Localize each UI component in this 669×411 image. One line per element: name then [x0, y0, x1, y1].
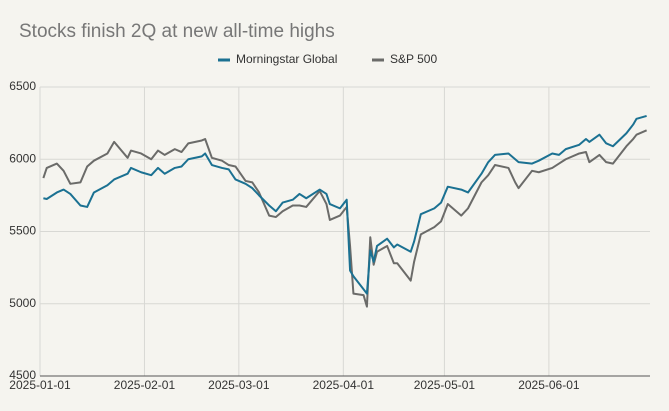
chart-title: Stocks finish 2Q at new all-time highs: [19, 21, 335, 42]
x-tick-label: 2025-05-01: [414, 378, 476, 392]
x-tick-label: 2025-04-01: [313, 378, 375, 392]
x-tick-label: 2025-02-01: [114, 378, 176, 392]
y-tick-label: 6000: [9, 151, 36, 165]
legend-label: S&P 500: [390, 52, 437, 66]
series-line: [43, 114, 647, 295]
x-tick-label: 2025-03-01: [208, 378, 270, 392]
y-tick-label: 6500: [9, 79, 36, 93]
x-tick-label: 2025-06-01: [518, 378, 580, 392]
y-tick-label: 5500: [9, 224, 36, 238]
y-tick-label: 5000: [9, 296, 36, 310]
x-tick-label: 2025-01-01: [9, 378, 71, 392]
y-tick-label: 4500: [9, 368, 36, 382]
legend-label: Morningstar Global: [236, 52, 337, 66]
series-line: [42, 129, 648, 308]
